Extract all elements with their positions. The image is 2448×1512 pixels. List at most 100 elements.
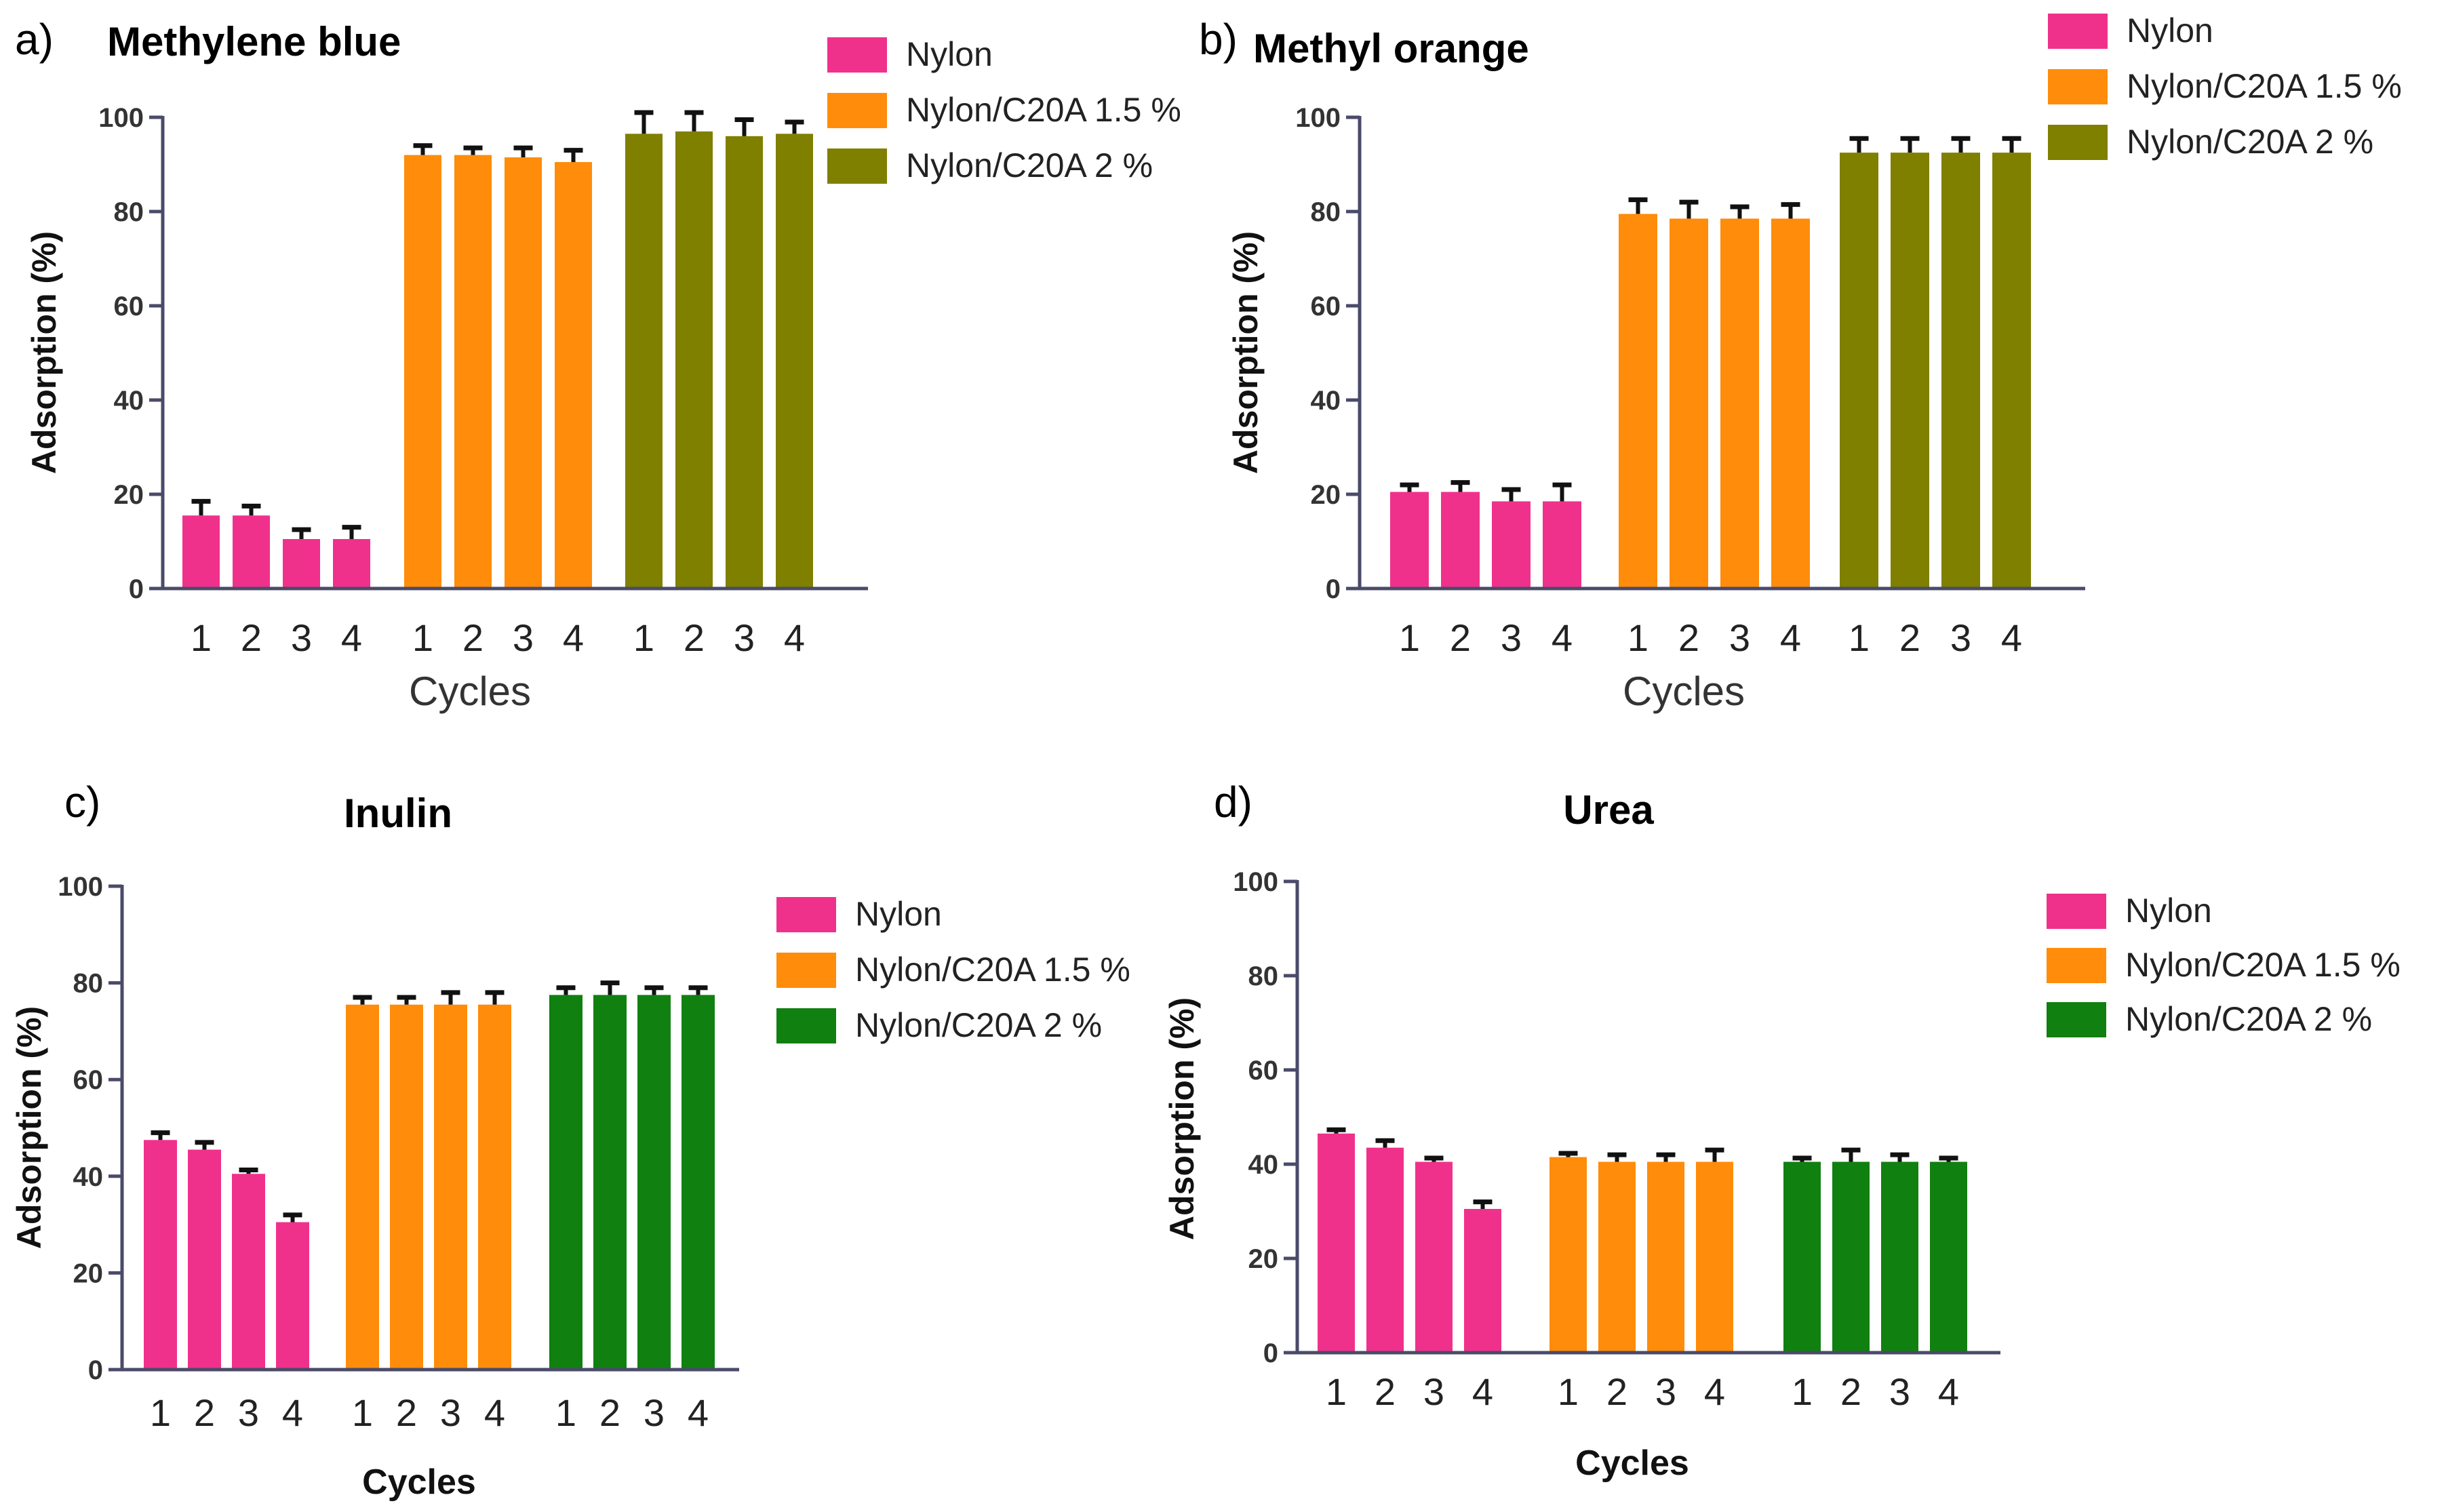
bar [1390,492,1429,589]
y-tick-label: 100 [1233,867,1278,897]
bar [283,539,320,589]
bar [593,995,627,1370]
x-tick-label: 3 [1950,616,1971,659]
x-tick-label: 2 [1450,616,1471,659]
x-tick-label: 1 [1627,616,1649,659]
x-tick-label: 3 [238,1391,259,1434]
bar [637,995,671,1370]
y-tick-label: 60 [114,292,144,321]
x-tick-label: 3 [1655,1370,1676,1413]
y-tick-label: 40 [1311,386,1341,416]
x-tick-label: 4 [1704,1370,1725,1413]
y-axis-title: Adsorption (%) [1163,997,1201,1240]
bar [555,162,592,589]
legend-swatch [827,37,887,73]
bar [1647,1161,1684,1353]
legend-swatch [827,93,887,128]
bar [1832,1161,1870,1353]
x-tick-label: 1 [633,616,654,659]
x-tick-label: 3 [1729,616,1750,659]
y-tick-label: 100 [98,103,144,133]
y-axis-title: Adsorption (%) [10,1006,48,1249]
x-tick-label: 4 [1780,616,1801,659]
x-tick-label: 4 [1472,1370,1493,1413]
x-tick-label: 1 [150,1391,171,1434]
bar [1619,214,1657,589]
x-tick-label: 1 [352,1391,373,1434]
legend-swatch [2048,14,2108,49]
legend: Nylon Nylon/C20A 1.5 % Nylon/C20A 2 % [827,35,1181,184]
bar [1720,218,1759,589]
legend-label: Nylon [2127,12,2213,49]
x-tick-label: 3 [734,616,755,659]
bar [182,515,220,589]
bar [549,995,583,1370]
x-tick-label: 1 [1326,1370,1347,1413]
legend-swatch [2048,69,2108,104]
chart-title: Methylene blue [107,19,401,64]
bar [1941,153,1980,589]
y-tick-label: 60 [1311,292,1341,321]
bar [1783,1161,1821,1353]
bar [1992,153,2031,589]
y-tick-label: 20 [73,1258,104,1288]
x-tick-label: 3 [644,1391,665,1434]
x-tick-label: 4 [784,616,805,659]
bar [726,136,763,589]
bar [1696,1161,1733,1353]
legend-label: Nylon/C20A 2 % [2127,123,2373,161]
legend-swatch [776,953,836,988]
legend-swatch [776,897,836,932]
x-tick-label: 1 [1558,1370,1579,1413]
x-tick-label: 1 [1792,1370,1813,1413]
x-tick-label: 2 [462,616,483,659]
y-tick-label: 80 [114,197,144,227]
x-tick-label: 3 [1889,1370,1910,1413]
legend-label: Nylon/C20A 1.5 % [2125,946,2401,984]
bar [625,134,663,589]
bar [1318,1133,1355,1353]
x-tick-label: 4 [563,616,584,659]
legend-swatch [2047,948,2106,983]
chart-title: Urea [1563,787,1654,833]
bar [188,1149,221,1370]
x-tick-label: 2 [1678,616,1699,659]
bar [1366,1147,1404,1353]
chart-panel-0: a) Methylene blue Adsorption (%) 0 20 40 60 80 1… [15,15,1181,714]
bar [232,1174,265,1370]
y-tick-label: 80 [1311,197,1341,227]
panel-label: b) [1199,15,1238,64]
legend: Nylon Nylon/C20A 1.5 % Nylon/C20A 2 % [776,895,1130,1044]
legend-label: Nylon/C20A 1.5 % [2127,67,2402,105]
x-tick-label: 1 [1849,616,1870,659]
x-tick-label: 3 [1501,616,1522,659]
legend-label: Nylon/C20A 1.5 % [906,91,1181,129]
bar [390,1004,423,1370]
bar [675,131,713,589]
bar [1492,501,1531,589]
bar [434,1004,467,1370]
y-tick-label: 0 [1263,1338,1278,1368]
y-tick-label: 60 [1248,1056,1279,1086]
legend-label: Nylon [2125,892,2212,930]
x-tick-label: 3 [1423,1370,1444,1413]
y-tick-label: 80 [1248,961,1279,991]
chart-title: Methyl orange [1253,26,1529,71]
y-tick-label: 20 [114,480,144,510]
legend-label: Nylon [855,895,942,933]
x-tick-label: 2 [396,1391,417,1434]
panel-label: c) [64,778,100,827]
legend-label: Nylon/C20A 2 % [855,1006,1102,1044]
y-tick-label: 80 [73,969,104,999]
y-tick-label: 40 [114,386,144,416]
x-tick-label: 3 [291,616,312,659]
bar [1543,501,1581,589]
y-tick-label: 0 [1326,574,1341,604]
bar [1464,1209,1501,1353]
legend-label: Nylon/C20A 1.5 % [855,951,1130,989]
bar [1881,1161,1918,1353]
bar [1771,218,1810,589]
y-tick-label: 40 [73,1162,104,1192]
